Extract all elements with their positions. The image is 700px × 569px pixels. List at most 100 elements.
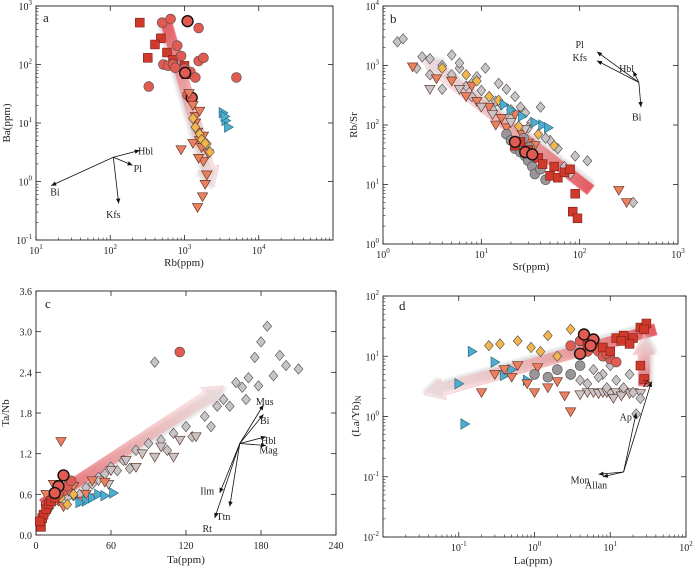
data-point-diamond xyxy=(425,69,435,81)
data-point-circle xyxy=(174,346,185,358)
data-point-circle xyxy=(193,22,204,34)
vector-label-allan: Allan xyxy=(585,480,607,491)
x-tick-label: 100 xyxy=(376,247,390,261)
data-point-triangle-down xyxy=(500,123,513,134)
y-tick-label: 3.6 xyxy=(20,287,33,298)
x-tick-label: 102 xyxy=(104,243,118,257)
data-point-diamond xyxy=(437,83,448,95)
data-point-triangle-down xyxy=(486,110,499,121)
data-point-triangle-down xyxy=(505,118,517,129)
data-point-diamond xyxy=(256,336,266,348)
data-point-diamond xyxy=(149,356,160,368)
data-point-diamond xyxy=(218,393,229,406)
data-point-triangle-right xyxy=(544,121,554,134)
data-point-circle xyxy=(565,369,576,380)
data-point-triangle-down xyxy=(495,114,508,124)
data-point-triangle-down xyxy=(149,452,161,463)
data-point-triangle-down xyxy=(136,449,148,460)
data-point-diamond xyxy=(601,382,612,394)
data-point-triangle-down xyxy=(531,363,544,374)
y-tick-label: 10-1 xyxy=(363,470,379,484)
data-point-triangle-down xyxy=(187,139,199,149)
vector-kfs-head xyxy=(596,60,603,66)
data-point-circle xyxy=(175,50,187,62)
data-point-circle-outlined xyxy=(178,66,192,80)
x-tick-label: 102 xyxy=(573,247,587,261)
vector-ilm-head xyxy=(219,487,224,493)
data-point-square xyxy=(635,360,646,371)
data-point-triangle-down xyxy=(175,145,187,156)
data-point-triangle-down xyxy=(607,394,620,404)
data-point-square xyxy=(156,33,166,44)
y-tick-label: 1.2 xyxy=(20,450,33,461)
y-tick-label: 1.8 xyxy=(20,409,33,420)
data-point-triangle-down xyxy=(511,361,524,372)
y-tick-label: 10-2 xyxy=(363,530,379,544)
vector-label-mon: Mon xyxy=(571,476,590,487)
vector-ap xyxy=(623,412,637,473)
data-point-triangle-down xyxy=(489,370,501,380)
vector-hbl-head xyxy=(134,149,140,154)
data-point-diamond xyxy=(446,49,457,61)
data-point-diamond xyxy=(493,77,504,90)
data-point-triangle-down xyxy=(130,463,142,473)
data-point-diamond xyxy=(598,368,608,381)
data-point-diamond xyxy=(274,349,285,362)
data-point-diamond xyxy=(628,386,638,399)
data-point-square xyxy=(565,164,575,175)
data-point-circle-outlined xyxy=(584,339,597,352)
data-point-diamond xyxy=(484,90,494,103)
data-point-circle xyxy=(552,364,563,375)
data-point-diamond xyxy=(575,374,585,386)
vector-bi xyxy=(50,156,114,186)
data-point-circle-outlined xyxy=(181,15,194,28)
data-point-triangle-down xyxy=(453,84,466,95)
y-tick-label: 101 xyxy=(366,178,380,192)
vector-label-ap: Ap xyxy=(620,413,632,424)
y-tick-label: 10-1 xyxy=(16,233,32,247)
vector-rt-head xyxy=(214,512,219,519)
data-point-diamond xyxy=(552,350,563,362)
vector-label-ttn: Ttn xyxy=(217,512,231,523)
data-point-circle xyxy=(169,62,181,73)
data-point-triangle-right xyxy=(88,491,98,504)
data-point-triangle-down xyxy=(430,74,443,85)
data-point-diamond xyxy=(188,112,198,125)
panel-b-label: b xyxy=(390,11,397,26)
data-point-triangle-right xyxy=(490,356,501,368)
panel-a-frame xyxy=(35,5,334,241)
data-point-diamond xyxy=(476,84,487,97)
y-tick-label: 101 xyxy=(366,349,380,363)
data-point-triangle-down xyxy=(551,377,564,388)
data-point-triangle-down xyxy=(99,477,111,488)
data-point-triangle-down xyxy=(191,203,204,213)
x-tick-label: 101 xyxy=(604,540,618,554)
data-point-triangle-down xyxy=(558,391,571,402)
vector-label-zr: Zr xyxy=(643,379,653,390)
data-point-square xyxy=(135,17,145,28)
data-point-triangle-down xyxy=(489,120,502,131)
data-point-diamond xyxy=(241,393,251,406)
data-point-circle-outlined xyxy=(48,486,61,500)
data-point-triangle-down xyxy=(105,466,117,477)
data-point-triangle-down xyxy=(475,388,488,399)
data-point-triangle-down xyxy=(574,390,586,401)
panel-c-axes: 0 60 120 180 240 0.0 0.6 1.2 1.8 2.4 3.0 3.6 xyxy=(20,287,344,552)
vector-label-pl: Pl xyxy=(134,164,143,175)
data-point-diamond xyxy=(501,83,512,95)
y-tick-label: 103 xyxy=(366,59,380,73)
data-point-diamond xyxy=(480,62,491,74)
data-point-circle xyxy=(529,369,540,380)
data-point-diamond xyxy=(281,359,291,372)
data-point-diamond xyxy=(190,121,201,133)
data-point-circle xyxy=(143,81,154,92)
y-tick-label: 0.6 xyxy=(20,490,33,501)
vector-kfs xyxy=(596,60,640,83)
data-point-triangle-right xyxy=(100,489,111,502)
data-point-triangle-right xyxy=(530,116,541,129)
data-point-diamond xyxy=(454,57,465,69)
y-tick-label: 0.0 xyxy=(20,531,33,542)
vector-pl-head xyxy=(127,161,133,166)
data-point-diamond xyxy=(425,53,435,65)
